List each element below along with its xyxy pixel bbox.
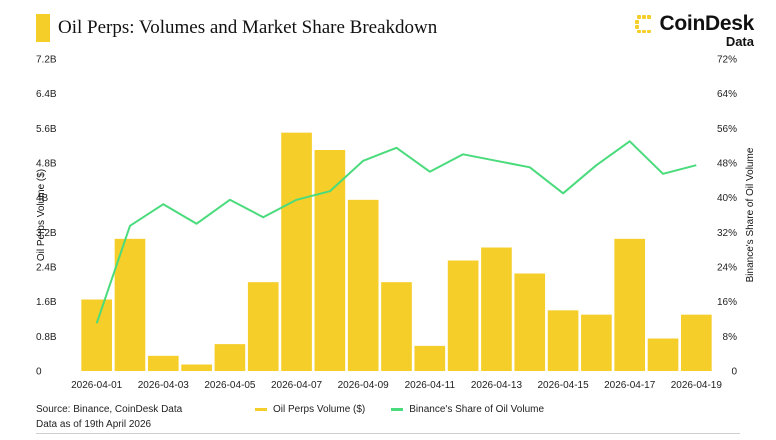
volume-bar bbox=[514, 273, 546, 371]
y-right-tick-label: 72% bbox=[717, 55, 737, 66]
y-left-tick-label: 7.2B bbox=[36, 55, 57, 66]
y-right-tick-label: 24% bbox=[717, 263, 737, 274]
y-left-tick-label: 2.4B bbox=[36, 263, 57, 274]
legend: Oil Perps Volume ($) Binance's Share of … bbox=[255, 404, 570, 415]
y-left-axis-title: Oil Perps Volume ($) bbox=[36, 169, 47, 261]
volume-bar bbox=[214, 344, 246, 371]
volume-bar bbox=[81, 299, 112, 371]
brand: CoinDesk Data bbox=[634, 12, 754, 49]
y-right-tick-label: 8% bbox=[723, 332, 738, 343]
y-left-tick-label: 4.8B bbox=[36, 159, 57, 170]
volume-bar bbox=[147, 355, 179, 371]
y-left-tick-label: 0.8B bbox=[36, 332, 57, 343]
volume-bar bbox=[414, 345, 446, 371]
legend-swatch-share bbox=[391, 408, 404, 411]
legend-item-volume: Oil Perps Volume ($) bbox=[255, 404, 365, 415]
chart-title: Oil Perps: Volumes and Market Share Brea… bbox=[58, 17, 438, 38]
legend-item-share: Binance's Share of Oil Volume bbox=[391, 404, 544, 415]
x-tick-label: 2026-04-17 bbox=[604, 380, 656, 391]
source-note: Source: Binance, CoinDesk Data bbox=[36, 404, 183, 415]
y-left-tick-label: 5.6B bbox=[36, 124, 57, 135]
x-tick-label: 2026-04-15 bbox=[538, 380, 590, 391]
legend-swatch-volume bbox=[255, 408, 267, 411]
x-tick-label: 2026-04-13 bbox=[471, 380, 523, 391]
x-tick-label: 2026-04-09 bbox=[338, 380, 390, 391]
volume-bar bbox=[347, 199, 379, 371]
y-right-tick-label: 32% bbox=[717, 228, 737, 239]
volume-bar bbox=[447, 260, 479, 371]
y-right-tick-label: 56% bbox=[717, 124, 737, 135]
x-tick-label: 2026-04-05 bbox=[204, 380, 256, 391]
volume-bar bbox=[181, 364, 212, 371]
volume-bar bbox=[581, 314, 612, 371]
x-tick-label: 2026-04-01 bbox=[71, 380, 123, 391]
y-right-tick-label: 48% bbox=[717, 159, 737, 170]
y-right-tick-label: 40% bbox=[717, 193, 737, 204]
x-tick-label: 2026-04-19 bbox=[671, 380, 723, 391]
legend-label-volume: Oil Perps Volume ($) bbox=[273, 404, 366, 415]
y-left-tick-label: 4B bbox=[36, 193, 49, 204]
x-tick-label: 2026-04-11 bbox=[405, 380, 456, 391]
y-right-tick-label: 0 bbox=[731, 367, 737, 378]
volume-bar bbox=[281, 132, 312, 371]
volume-bar bbox=[247, 282, 279, 371]
brand-name: CoinDesk bbox=[659, 12, 755, 35]
y-left-tick-label: 3.2B bbox=[36, 228, 57, 239]
volume-bar bbox=[681, 314, 712, 371]
title-accent-bar bbox=[36, 14, 50, 42]
y-right-axis-title: Binance's Share of Oil Volume bbox=[745, 147, 756, 282]
x-tick-label: 2026-04-03 bbox=[138, 380, 190, 391]
volume-bar bbox=[647, 338, 679, 371]
volume-bar bbox=[314, 150, 346, 371]
volume-bar bbox=[614, 238, 646, 371]
bottom-divider bbox=[36, 433, 740, 434]
y-left-tick-label: 1.6B bbox=[36, 297, 57, 308]
legend-label-share: Binance's Share of Oil Volume bbox=[409, 404, 545, 415]
volume-bar bbox=[547, 310, 579, 371]
y-left-tick-label: 6.4B bbox=[36, 89, 57, 100]
volume-bar bbox=[114, 238, 146, 371]
data-asof-note: Data as of 19th April 2026 bbox=[36, 419, 152, 430]
x-tick-label: 2026-04-07 bbox=[271, 380, 323, 391]
y-right-tick-label: 16% bbox=[717, 297, 737, 308]
volume-bar bbox=[481, 247, 512, 371]
y-left-tick-label: 0 bbox=[36, 367, 42, 378]
volume-bar bbox=[381, 282, 412, 371]
coindesk-logo-icon bbox=[634, 15, 651, 33]
brand-subtitle: Data bbox=[725, 34, 754, 49]
y-right-tick-label: 64% bbox=[717, 89, 737, 100]
